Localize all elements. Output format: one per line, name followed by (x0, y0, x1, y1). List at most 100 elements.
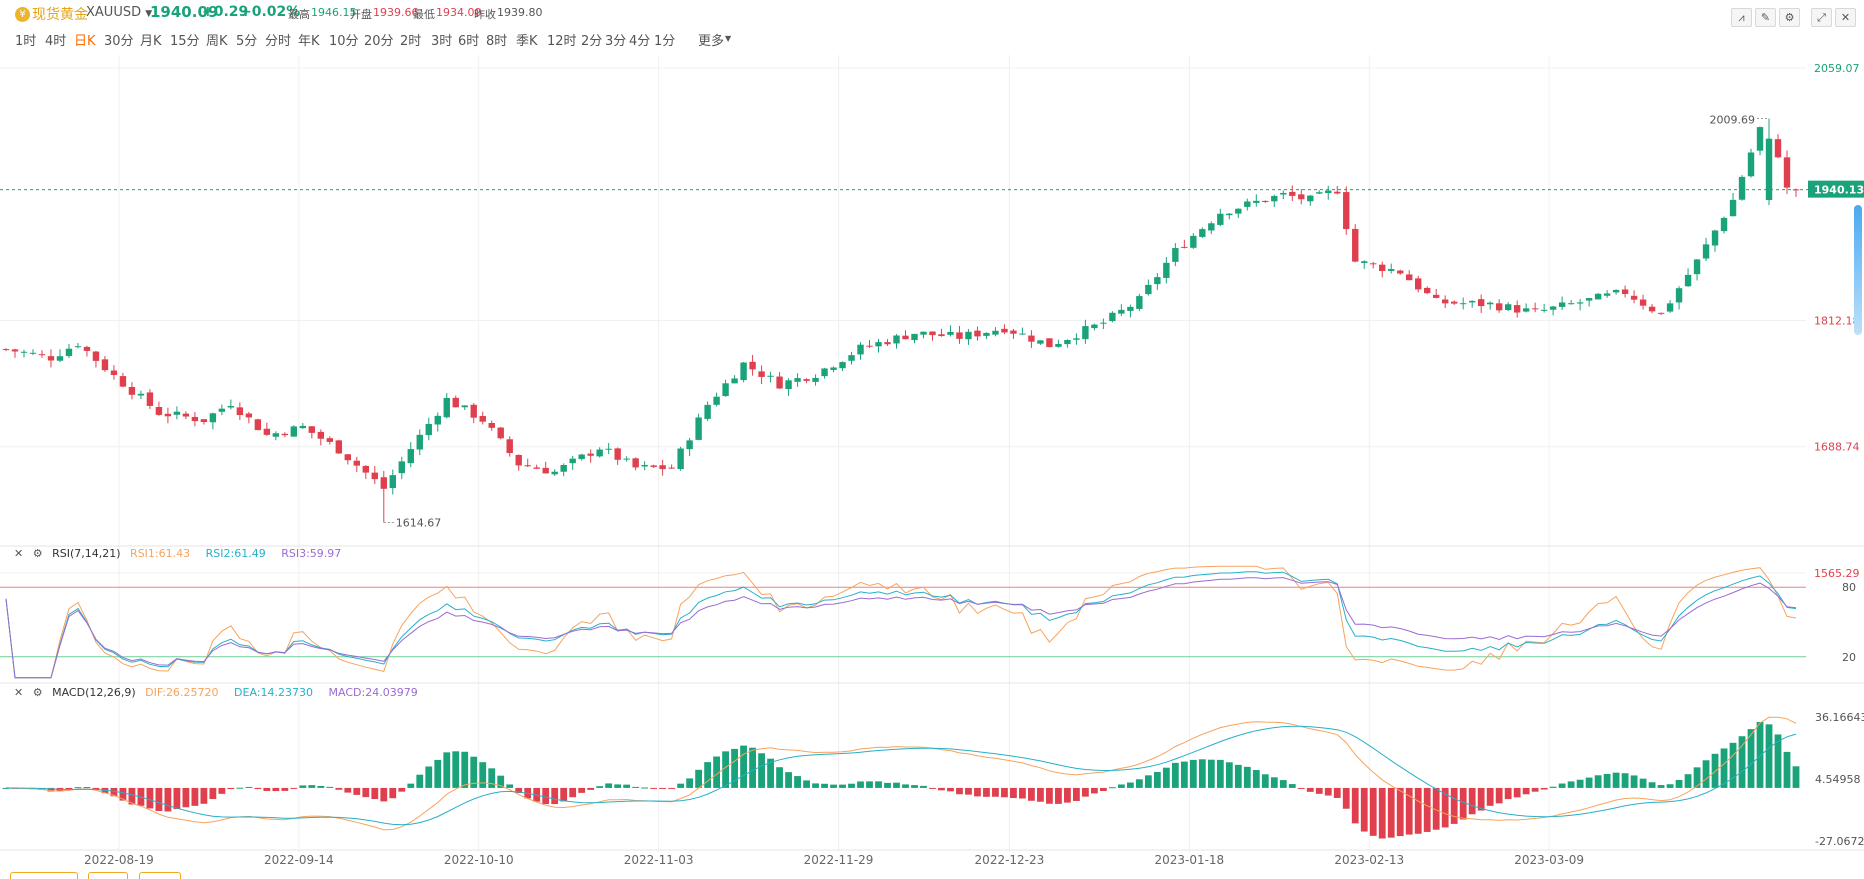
candle-body (1477, 299, 1485, 307)
bottom-tab[interactable] (10, 872, 78, 879)
timeframe-15[interactable]: 8时 (486, 34, 508, 49)
bottom-tab[interactable] (88, 872, 128, 879)
pencil-icon[interactable]: ✎ (1755, 8, 1776, 27)
candle-body (1657, 312, 1665, 314)
candle-body (992, 330, 999, 335)
macd-histogram-bar (983, 787, 990, 797)
timeframe-2[interactable]: 日K (74, 34, 96, 49)
macd-histogram-bar (1126, 782, 1134, 788)
candle-body (1388, 269, 1395, 271)
candle-body (902, 335, 909, 340)
candle-body (1190, 235, 1197, 248)
settings-icon[interactable]: ⚙ (32, 686, 43, 699)
symbol-selector[interactable]: XAUUSD ▼ (86, 5, 152, 20)
macd-histogram-bar (1594, 775, 1602, 788)
timeframe-6[interactable]: 周K (206, 34, 228, 49)
candle-body (218, 408, 226, 412)
candle-body (281, 433, 289, 436)
macd-histogram-bar (974, 787, 981, 797)
rsi3-label: RSI3:59.97 (281, 547, 342, 560)
macd-histogram-bar (641, 787, 649, 789)
macd-histogram-bar (1171, 762, 1179, 788)
macd-histogram-bar (1324, 787, 1332, 796)
candle-body (731, 378, 738, 384)
macd-histogram-bar (1297, 787, 1305, 789)
candle-body (1612, 289, 1620, 293)
timeframe-14[interactable]: 6时 (458, 34, 480, 49)
candle-body (344, 454, 352, 461)
candle-body (515, 454, 522, 466)
timeframe-5[interactable]: 15分 (170, 34, 200, 49)
timeframe-1[interactable]: 4时 (45, 34, 67, 49)
candle-body (524, 465, 531, 467)
macd-histogram-bar (1792, 766, 1800, 788)
candle-body (1082, 326, 1089, 340)
timeframe-0[interactable]: 1时 (15, 34, 37, 49)
current-price-label: 1940.13 (1814, 184, 1864, 197)
bottom-tab[interactable] (139, 872, 181, 879)
candle-body (1127, 306, 1134, 311)
candle-body (335, 440, 343, 454)
timeframe-4[interactable]: 月K (140, 34, 162, 49)
macd-histogram-bar (1540, 787, 1548, 790)
timeframe-13[interactable]: 3时 (431, 34, 453, 49)
settings-icon[interactable]: ⚙ (32, 547, 43, 560)
timeframe-8[interactable]: 分时 (265, 34, 292, 49)
rsi1-label: RSI1:61.43 (130, 547, 191, 560)
timeframe-20[interactable]: 4分 (629, 34, 651, 49)
price-scale-scrollbar[interactable] (1854, 205, 1862, 335)
candle-body (632, 458, 639, 468)
macd-histogram-bar (1234, 764, 1242, 788)
macd-histogram-bar (1432, 787, 1440, 830)
candle-body (1019, 333, 1026, 335)
timeframe-12[interactable]: 2时 (400, 34, 422, 49)
expand-icon[interactable]: ⤢ (1811, 8, 1832, 27)
macd-histogram-bar (515, 787, 523, 794)
candle-body (1397, 270, 1404, 274)
candle-body (623, 458, 630, 460)
macd-histogram-bar (1504, 787, 1512, 800)
candle-body (1352, 228, 1359, 262)
y-tick-label: 2059.07 (1814, 62, 1860, 75)
candle-body (1280, 192, 1287, 195)
candle-body (1603, 293, 1611, 296)
candle-body (254, 419, 262, 431)
timeframe-22[interactable]: 更多 (698, 34, 725, 49)
macd-histogram-bar (740, 745, 747, 788)
timeframe-16[interactable]: 季K (516, 34, 538, 49)
line-chart-icon[interactable]: ⩘ (1731, 8, 1752, 27)
macd-histogram-bar (1459, 787, 1467, 820)
macd-histogram-bar (479, 762, 487, 788)
candle-body (1163, 262, 1170, 278)
timeframe-10[interactable]: 10分 (329, 34, 359, 49)
timeframe-9[interactable]: 年K (298, 34, 320, 49)
candle-body (1531, 308, 1539, 310)
macd-histogram-bar (1720, 748, 1728, 788)
timeframe-21[interactable]: 1分 (654, 34, 676, 49)
macd-histogram-bar (488, 768, 496, 788)
timeframe-3[interactable]: 30分 (104, 34, 134, 49)
macd-histogram-bar (227, 787, 235, 790)
timeframe-19[interactable]: 3分 (605, 34, 627, 49)
dif-label: DIF:26.25720 (145, 686, 219, 699)
candle-body (371, 472, 378, 480)
kline-chart[interactable]: 2022-08-19 2022-09-14 2022-10-10 2022-11-03… (0, 28, 1864, 877)
timeframe-17[interactable]: 12时 (547, 34, 577, 49)
macd-histogram-bar (722, 751, 729, 788)
dea-value: 14.23730 (260, 686, 314, 699)
macd-histogram-bar (857, 781, 864, 788)
macd-histogram-bar (1405, 787, 1413, 835)
candle-body (785, 380, 792, 390)
macd-histogram-bar (1055, 787, 1062, 804)
timeframe-18[interactable]: 2分 (581, 34, 603, 49)
close-icon[interactable]: ✕ (1835, 8, 1856, 27)
macd-histogram-bar (677, 783, 685, 788)
macd-histogram-bar (1630, 775, 1638, 788)
timeframe-7[interactable]: 5分 (236, 34, 258, 49)
timeframe-11[interactable]: 20分 (364, 34, 394, 49)
candle-body (695, 417, 702, 440)
settings-icon[interactable]: ⚙ (1779, 8, 1800, 27)
high-value: 1946.15 (311, 6, 357, 19)
close-icon[interactable]: ✕ (14, 686, 24, 699)
close-icon[interactable]: ✕ (14, 547, 24, 560)
